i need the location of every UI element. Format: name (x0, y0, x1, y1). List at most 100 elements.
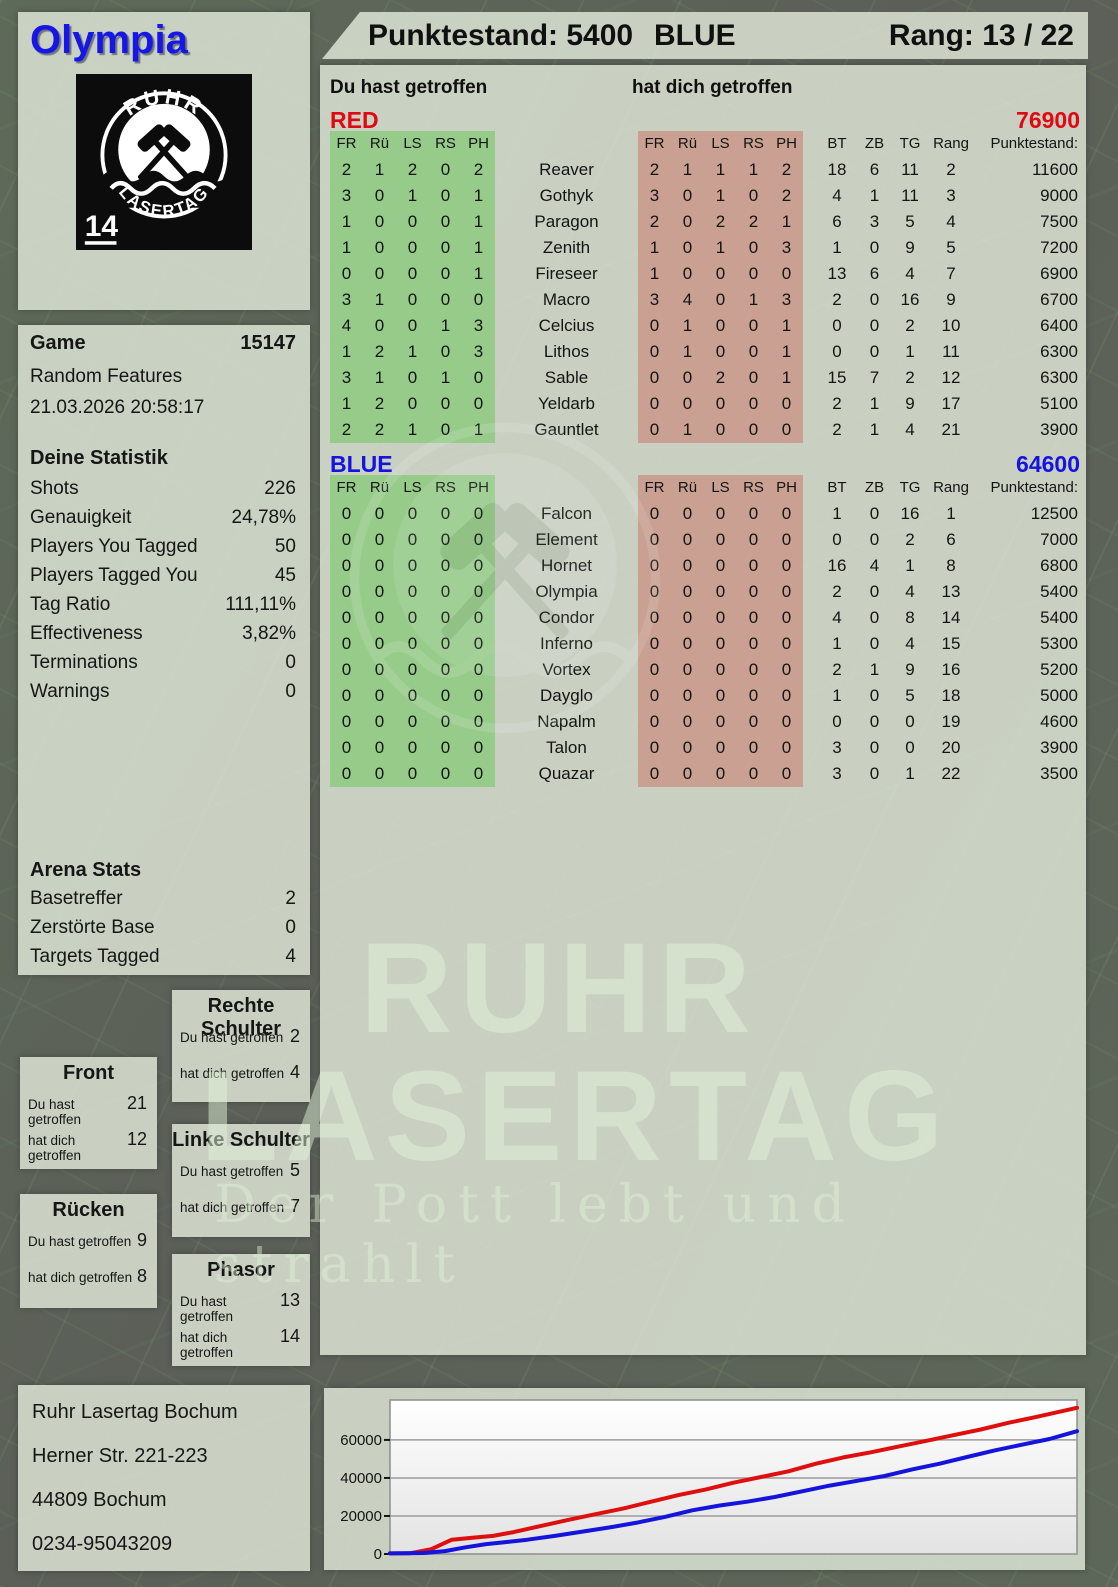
player-name-cell: Paragon (534, 212, 599, 231)
zone-dich-value: 4 (289, 1062, 300, 1082)
stat-cell: 17 (941, 394, 961, 413)
stat-value: 45 (274, 565, 296, 586)
dich-hit-cell: 1 (682, 420, 693, 439)
stat-label: Genauigkeit (30, 507, 132, 528)
col-header-stat: TG (899, 479, 921, 496)
col-spacer (803, 579, 817, 605)
stat-cell: 3 (832, 738, 842, 757)
zone-phasor: Phasor Du hast getroffen 13 hat dich getrof… (172, 1254, 310, 1366)
du-hit-cell: 0 (407, 316, 418, 335)
du-hit-cell: 0 (407, 530, 418, 549)
stat-cell: 0 (869, 290, 880, 309)
stat-cell: 4 (905, 582, 915, 601)
stat-cell: 4 (946, 212, 956, 231)
zone-du-row: Du hast getroffen 21 (28, 1093, 147, 1127)
dich-hit-cell: 0 (748, 342, 759, 361)
du-hit-cell: 0 (440, 634, 451, 653)
du-hit-cell: 1 (341, 238, 352, 257)
col-spacer (803, 475, 817, 501)
player-name-cell: Falcon (540, 504, 593, 523)
stat-cell: 4 (832, 186, 842, 205)
du-hit-cell: 0 (374, 264, 385, 283)
player-name-cell: Gothyk (539, 186, 594, 205)
crossed-hammers-icon (137, 124, 191, 181)
dich-hit-cell: 0 (649, 764, 660, 783)
hat-dich-getroffen-header: hat dich getroffen (632, 77, 793, 98)
du-hit-cell: 2 (341, 420, 352, 439)
du-hit-cell: 1 (374, 160, 385, 179)
stat-cell: 13 (827, 264, 847, 283)
game-datetime: 21.03.2026 20:58:17 (30, 397, 205, 418)
du-hit-cell: 0 (407, 660, 418, 679)
dich-hit-cell: 0 (682, 394, 693, 413)
stat-cell: 0 (869, 504, 880, 523)
dich-hit-cell: 0 (748, 582, 759, 601)
col-header-stat: BT (827, 135, 847, 152)
dich-hit-cell: 0 (781, 712, 792, 731)
dich-hit-cell: 1 (715, 238, 726, 257)
col-spacer (803, 605, 817, 631)
col-spacer (803, 365, 817, 391)
col-header-player (495, 475, 638, 501)
punkte-cell: 11600 (1031, 160, 1078, 179)
dich-hit-cell: 0 (649, 530, 660, 549)
du-hit-cell: 0 (374, 582, 385, 601)
dich-hit-cell: 0 (748, 634, 759, 653)
col-header-du: LS (403, 479, 422, 496)
dich-hit-cell: 0 (649, 582, 660, 601)
dich-hit-cell: 2 (649, 160, 660, 179)
du-hit-cell: 0 (440, 186, 451, 205)
stat-cell: 8 (905, 608, 915, 627)
stat-value: 24,78% (231, 507, 296, 528)
stat-cell: 0 (832, 316, 842, 335)
dich-hit-cell: 2 (715, 368, 726, 387)
stat-label: Players You Tagged (30, 536, 198, 557)
stat-label: Targets Tagged (30, 946, 160, 967)
y-tick-label: 60000 (340, 1432, 382, 1449)
du-hit-cell: 0 (341, 712, 352, 731)
stat-cell: 0 (869, 582, 880, 601)
player-name-cell: Macro (542, 290, 591, 309)
col-header-dich: FR (644, 135, 665, 152)
stat-cell: 16 (827, 556, 847, 575)
address-panel: Ruhr Lasertag Bochum Herner Str. 221-223 4… (18, 1385, 310, 1571)
du-hit-cell: 0 (341, 686, 352, 705)
game-number: 15147 (240, 332, 296, 354)
du-hit-cell: 0 (341, 634, 352, 653)
col-spacer (803, 183, 817, 209)
du-hit-cell: 0 (440, 686, 451, 705)
dich-hit-cell: 0 (682, 504, 693, 523)
du-hit-cell: 0 (341, 660, 352, 679)
zone-dich-row: hat dich getroffen 14 (180, 1326, 300, 1360)
du-hit-cell: 1 (473, 264, 484, 283)
du-hit-cell: 0 (374, 316, 385, 335)
du-hit-cell: 0 (407, 686, 418, 705)
du-hit-cell: 0 (341, 738, 352, 757)
du-hit-cell: 0 (440, 504, 451, 523)
player-name-cell: Gauntlet (534, 420, 599, 439)
col-spacer (803, 261, 817, 287)
stat-cell: 1 (869, 394, 880, 413)
dich-hit-cell: 0 (781, 660, 792, 679)
zone-title: Rechte Schulter (200, 995, 282, 1040)
du-hit-cell: 0 (407, 608, 418, 627)
du-hit-cell: 0 (473, 368, 484, 387)
du-hit-cell: 1 (407, 186, 418, 205)
zone-dich-label: hat dich getroffen (180, 1066, 285, 1081)
dich-hit-cell: 0 (682, 764, 693, 783)
stat-value: 0 (285, 652, 296, 673)
player-name-cell: Napalm (537, 712, 596, 731)
du-hit-cell: 0 (473, 394, 484, 413)
logo-badge-number: 14 (85, 210, 119, 243)
stat-cell: 0 (905, 712, 915, 731)
stat-value: 0 (285, 681, 296, 702)
stat-cell: 15 (941, 634, 961, 653)
du-hit-cell: 0 (374, 186, 385, 205)
du-hit-cell: 0 (374, 504, 385, 523)
col-header-stat: Rang (933, 479, 969, 496)
stat-cell: 9 (905, 660, 915, 679)
dich-hit-cell: 0 (715, 342, 726, 361)
dich-hit-cell: 0 (682, 634, 693, 653)
crossed-hammers-icon (137, 124, 191, 181)
y-tick-label: 40000 (340, 1470, 382, 1487)
